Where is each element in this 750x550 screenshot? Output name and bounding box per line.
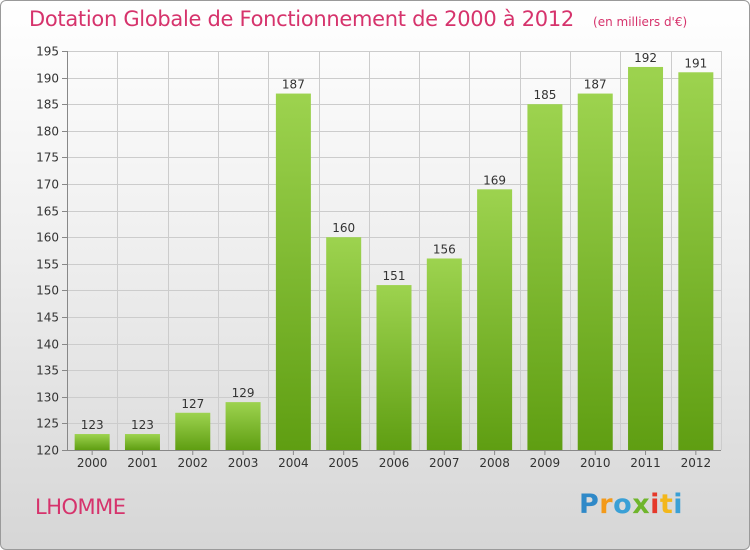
y-tick-label: 180 bbox=[36, 125, 59, 139]
bar bbox=[376, 285, 412, 450]
bar-value-label: 187 bbox=[282, 78, 305, 92]
chart-unit: (en milliers d'€) bbox=[593, 15, 688, 29]
x-tick-label: 2003 bbox=[228, 456, 259, 470]
x-tick-label: 2007 bbox=[429, 456, 460, 470]
logo-letter: o bbox=[613, 489, 633, 520]
axes bbox=[62, 51, 721, 455]
logo-letter: i bbox=[673, 489, 684, 520]
x-tick-label: 2004 bbox=[278, 456, 309, 470]
bar-value-label: 192 bbox=[634, 51, 657, 65]
bar bbox=[326, 237, 362, 450]
bar-value-label: 123 bbox=[81, 418, 104, 432]
bar-value-label: 160 bbox=[332, 221, 355, 235]
y-tick-label: 150 bbox=[36, 284, 59, 298]
x-tick-label: 2012 bbox=[681, 456, 712, 470]
bar bbox=[477, 189, 513, 450]
logo-letter: r bbox=[599, 489, 614, 520]
bar bbox=[527, 104, 563, 450]
y-tick-label: 125 bbox=[36, 417, 59, 431]
bar bbox=[426, 258, 462, 450]
bar-value-label: 169 bbox=[483, 173, 506, 187]
y-tick-label: 195 bbox=[36, 45, 59, 59]
logo-letter: i bbox=[650, 489, 660, 520]
bar-value-label: 185 bbox=[533, 88, 556, 102]
title-row: Dotation Globale de Fonctionnement de 20… bbox=[29, 7, 687, 31]
x-tick-label: 2000 bbox=[77, 456, 108, 470]
bar-value-label: 151 bbox=[383, 269, 406, 283]
bar-value-label: 156 bbox=[433, 242, 456, 256]
y-tick-label: 140 bbox=[36, 338, 59, 352]
y-tick-label: 130 bbox=[36, 391, 59, 405]
chart-title: Dotation Globale de Fonctionnement de 20… bbox=[29, 7, 574, 31]
bar-value-label: 129 bbox=[232, 386, 255, 400]
bar bbox=[577, 93, 613, 450]
bar-value-label: 127 bbox=[181, 397, 204, 411]
y-tick-label: 120 bbox=[36, 444, 59, 458]
logo-letter: t bbox=[659, 489, 674, 520]
y-tick-label: 160 bbox=[36, 231, 59, 245]
y-tick-label: 190 bbox=[36, 72, 59, 86]
bar-value-label: 187 bbox=[584, 78, 607, 92]
bar bbox=[225, 402, 261, 450]
y-tick-label: 175 bbox=[36, 151, 59, 165]
logo-letter: x bbox=[632, 489, 651, 520]
x-tick-label: 2011 bbox=[630, 456, 661, 470]
x-tick-label: 2001 bbox=[127, 456, 158, 470]
bar-value-label: 191 bbox=[684, 56, 707, 70]
y-tick-label: 170 bbox=[36, 178, 59, 192]
bar-value-label: 123 bbox=[131, 418, 154, 432]
bar bbox=[124, 434, 160, 450]
labels: 120 125 130 135 140 145 150 155 160 165 170 175 180 1… bbox=[36, 45, 711, 471]
x-tick-label: 2010 bbox=[580, 456, 611, 470]
y-tick-label: 185 bbox=[36, 98, 59, 112]
logo-letter: P bbox=[579, 489, 600, 520]
x-tick-label: 2005 bbox=[328, 456, 359, 470]
x-tick-label: 2008 bbox=[479, 456, 510, 470]
bar bbox=[628, 66, 664, 451]
bar bbox=[678, 72, 714, 450]
x-tick-label: 2002 bbox=[177, 456, 208, 470]
y-tick-label: 155 bbox=[36, 258, 59, 272]
bar bbox=[175, 412, 211, 450]
commune-name: LHOMME bbox=[35, 495, 126, 519]
y-tick-label: 145 bbox=[36, 311, 59, 325]
bar bbox=[74, 434, 110, 450]
bars bbox=[74, 66, 714, 451]
x-tick-label: 2009 bbox=[530, 456, 561, 470]
bar bbox=[275, 93, 311, 450]
x-tick-label: 2006 bbox=[379, 456, 410, 470]
y-tick-label: 165 bbox=[36, 205, 59, 219]
proxiti-logo: Proxiti bbox=[579, 489, 683, 520]
y-tick-label: 135 bbox=[36, 364, 59, 378]
